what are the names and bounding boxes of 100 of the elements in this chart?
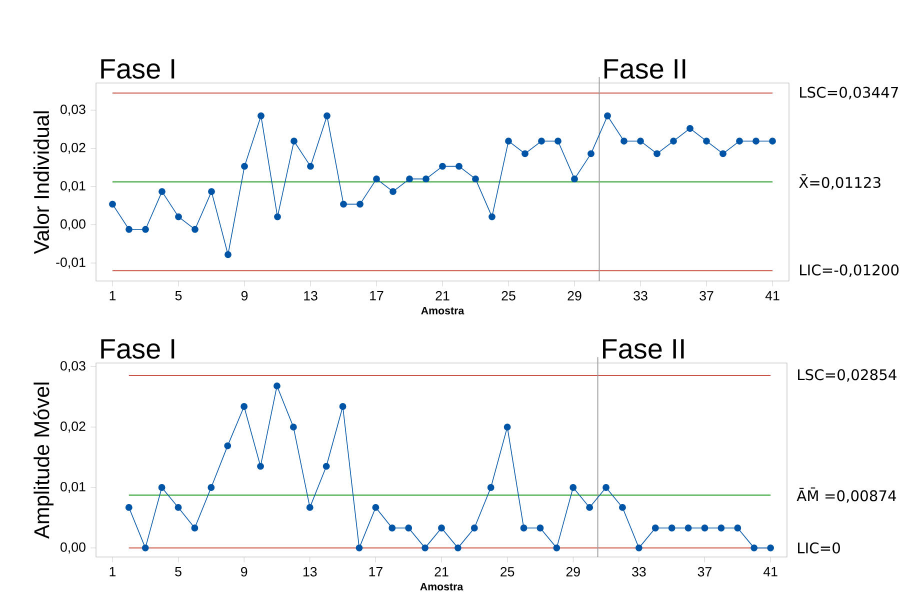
point [586, 504, 594, 511]
point [322, 462, 330, 470]
point [406, 175, 413, 182]
point [438, 524, 445, 532]
point [505, 138, 512, 145]
y-axis-title: Amplitude Móvel [33, 382, 54, 539]
x-tick-label: 5 [175, 567, 182, 576]
point [736, 138, 743, 145]
x-tick-label: 29 [568, 291, 582, 300]
point [422, 175, 430, 182]
text: Fase I [101, 59, 174, 79]
point [142, 226, 149, 233]
point [470, 524, 478, 532]
point [208, 188, 215, 196]
point [192, 226, 198, 233]
point [126, 226, 132, 233]
x-tick-label: 37 [700, 291, 714, 300]
point [388, 524, 396, 532]
point [520, 524, 528, 532]
ref-line-label: LSC=0,03447 [800, 86, 898, 100]
x-tick-label: 33 [632, 567, 646, 576]
y-tick-label: 0,03 [60, 104, 86, 116]
text: Fase I [101, 339, 174, 359]
point [356, 200, 364, 208]
ref-line-label: LIC=0 [798, 542, 840, 554]
y-tick-label: 0,01 [60, 181, 86, 192]
y-tick-label: -0,01 [56, 258, 86, 269]
y-tick-label: 0,00 [60, 219, 86, 230]
x-tick-label: 13 [304, 291, 318, 300]
x-tick-label: 25 [502, 291, 516, 300]
x-tick-label: 29 [566, 567, 580, 576]
point [290, 138, 298, 145]
point [619, 504, 626, 511]
point [125, 504, 132, 511]
point [174, 504, 182, 511]
point [306, 504, 314, 511]
point [767, 544, 774, 552]
point [635, 544, 642, 552]
y-tick-label: 0,01 [60, 482, 86, 494]
point [175, 213, 182, 220]
point [339, 403, 346, 410]
point [274, 382, 280, 390]
x-tick-label: 41 [763, 567, 778, 576]
point [553, 544, 560, 552]
point [570, 484, 577, 491]
point [307, 162, 314, 170]
point [191, 524, 198, 532]
point [472, 175, 479, 182]
point [718, 524, 725, 532]
point [750, 544, 758, 552]
point [240, 403, 248, 410]
point [158, 484, 166, 491]
x-tick-label: 1 [110, 567, 116, 576]
point [637, 138, 644, 145]
point [241, 162, 248, 170]
point [208, 484, 215, 491]
point [390, 188, 396, 196]
text: Fase II [604, 59, 686, 79]
x-tick-label: 17 [369, 567, 382, 576]
point [588, 150, 594, 158]
point [224, 442, 232, 450]
point [604, 112, 611, 120]
x-tick-label: 9 [241, 291, 248, 300]
x-tick-label: 33 [634, 291, 648, 300]
x-tick-label: 21 [434, 567, 448, 576]
x-tick-label: 9 [240, 567, 248, 576]
point [257, 462, 264, 470]
y-tick-label: 0,02 [60, 422, 86, 433]
x-tick-label: 21 [436, 291, 450, 300]
point [372, 504, 380, 511]
point [720, 150, 726, 158]
point [454, 544, 462, 552]
y-axis-title: Valor Individual [33, 111, 50, 254]
point [373, 175, 380, 182]
text: Fase II [603, 339, 684, 359]
point [620, 138, 628, 145]
point [684, 524, 692, 532]
point [554, 138, 562, 145]
point [487, 484, 494, 491]
point [422, 544, 429, 552]
point [670, 138, 677, 145]
x-tick-label: 41 [765, 291, 780, 300]
point [290, 424, 297, 431]
point [340, 200, 347, 208]
point [536, 524, 544, 532]
point [686, 125, 694, 132]
point [652, 524, 659, 532]
point [571, 175, 578, 182]
x-tick-label: 1 [110, 291, 116, 300]
point [602, 484, 610, 491]
x-tick-label: 17 [370, 291, 384, 300]
ref-line-label: X̄=0,01123 [799, 174, 880, 190]
ref-line-label: ĀM̄ =0,00874 [796, 487, 896, 503]
point [224, 251, 232, 258]
ref-line-label: LSC=0,02854 [798, 369, 896, 382]
point [522, 150, 528, 158]
point [142, 544, 149, 552]
point [668, 524, 676, 532]
x-tick-label: 13 [303, 567, 317, 576]
point [701, 524, 708, 532]
